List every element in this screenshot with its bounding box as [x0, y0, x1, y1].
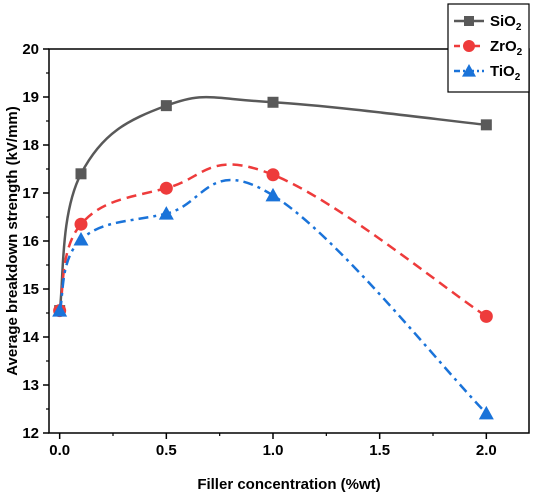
data-point — [265, 187, 281, 202]
legend-box — [447, 3, 530, 93]
x-tick-label: 1.0 — [263, 442, 284, 459]
data-point — [266, 168, 280, 182]
legend-marker — [462, 64, 476, 77]
y-tick-label: 19 — [22, 89, 39, 106]
legend-label: TiO2 — [490, 63, 521, 83]
x-tick-label: 0.5 — [156, 442, 177, 459]
y-tick-label: 14 — [22, 329, 39, 346]
series-line — [58, 163, 488, 318]
y-tick-label: 12 — [22, 425, 39, 442]
data-point — [159, 181, 173, 195]
y-axis-title: Average breakdown strength (kV/mm) — [4, 106, 21, 376]
x-tick-label: 2.0 — [476, 442, 497, 459]
data-point — [267, 96, 279, 108]
legend-marker — [463, 40, 475, 52]
data-point — [480, 119, 492, 131]
data-point — [52, 303, 68, 317]
legend-label: SiO2 — [490, 13, 522, 33]
y-tick-label: 16 — [22, 233, 39, 250]
legend-item: ZrO2 — [454, 38, 523, 58]
x-axis-title: Filler concentration (%wt) — [197, 476, 380, 493]
ticks: 0.0 0.5 1.0 1.5 2.0 12 13 14 15 16 17 18 19 20 — [22, 41, 496, 459]
legend-label: ZrO2 — [490, 38, 523, 58]
legend-item: SiO2 — [454, 13, 522, 33]
y-tick-label: 13 — [22, 377, 39, 394]
y-tick-label: 17 — [22, 185, 39, 202]
series-layer — [52, 95, 494, 420]
series-line — [58, 178, 488, 415]
data-point — [75, 168, 87, 180]
legend: SiO2 ZrO2 TiO2 — [447, 3, 530, 93]
data-point — [158, 206, 174, 220]
data-point — [479, 309, 493, 323]
data-point — [74, 217, 88, 231]
series-zro2 — [53, 163, 493, 323]
data-point — [160, 100, 172, 112]
axes — [48, 48, 530, 434]
y-tick-label: 20 — [22, 41, 39, 58]
series-line — [58, 95, 487, 311]
plot-frame — [48, 48, 530, 434]
series-tio2 — [52, 178, 494, 420]
y-tick-label: 15 — [22, 281, 39, 298]
series-sio2 — [54, 95, 492, 317]
y-tick-label: 18 — [22, 137, 39, 154]
data-point — [478, 405, 494, 420]
x-tick-label: 0.0 — [49, 442, 70, 459]
legend-marker — [464, 16, 474, 26]
data-point — [73, 232, 89, 246]
legend-item: TiO2 — [454, 63, 521, 83]
x-tick-label: 1.5 — [369, 442, 390, 459]
